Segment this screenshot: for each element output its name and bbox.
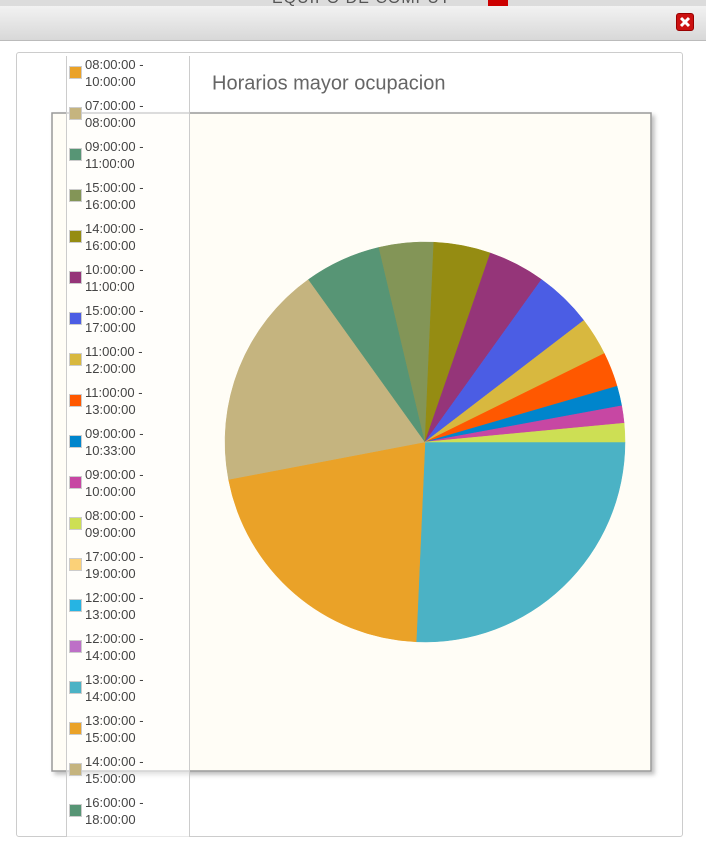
legend-entry: 09:00:00 - 10:00:00: [67, 466, 189, 507]
legend: 08:00:00 - 10:00:00 07:00:00 - 08:00:00 09…: [66, 56, 190, 837]
legend-entry: 11:00:00 - 13:00:00: [67, 384, 189, 425]
legend-swatch: [69, 722, 82, 735]
legend-label: 09:00:00 - 10:33:00: [85, 426, 144, 458]
legend-entry: 14:00:00 - 16:00:00: [67, 220, 189, 261]
legend-swatch: [69, 107, 82, 120]
legend-label: 11:00:00 - 12:00:00: [85, 344, 143, 376]
legend-swatch: [69, 435, 82, 448]
legend-entry: 09:00:00 - 11:00:00: [67, 138, 189, 179]
legend-entry: 11:00:00 - 12:00:00: [67, 343, 189, 384]
legend-swatch: [69, 517, 82, 530]
background-button: [488, 0, 508, 6]
legend-swatch: [69, 763, 82, 776]
legend-label: 07:00:00 - 08:00:00: [85, 98, 144, 130]
legend-label: 13:00:00 - 14:00:00: [85, 672, 144, 704]
legend-label: 12:00:00 - 13:00:00: [85, 590, 144, 622]
legend-swatch: [69, 640, 82, 653]
legend-entry: 14:00:00 - 15:00:00: [67, 753, 189, 794]
dialog-titlebar: [0, 6, 706, 41]
background-window: EQUIPO DE COMPUT: [0, 0, 706, 8]
legend-label: 16:00:00 - 18:00:00: [85, 795, 144, 827]
legend-entry: 08:00:00 - 10:00:00: [67, 56, 189, 97]
legend-entry: 17:00:00 - 19:00:00: [67, 548, 189, 589]
legend-swatch: [69, 353, 82, 366]
legend-label: 08:00:00 - 09:00:00: [85, 508, 144, 540]
legend-entry: 16:00:00 - 18:00:00: [67, 794, 189, 835]
close-icon: [679, 16, 691, 28]
legend-entry: 10:00:00 - 11:00:00: [67, 261, 189, 302]
background-text: EQUIPO DE COMPUT: [272, 0, 451, 8]
legend-label: 17:00:00 - 19:00:00: [85, 549, 144, 581]
legend-entry: 13:00:00 - 14:00:00: [67, 671, 189, 712]
pie-slice: [224, 279, 426, 480]
legend-entry: 15:00:00 - 17:00:00: [67, 302, 189, 343]
legend-label: 13:00:00 - 15:00:00: [85, 713, 144, 745]
legend-swatch: [69, 476, 82, 489]
legend-swatch: [69, 148, 82, 161]
legend-swatch: [69, 599, 82, 612]
legend-label: 09:00:00 - 10:00:00: [85, 467, 144, 499]
pie-slice: [424, 422, 626, 443]
legend-entry: 13:00:00 - 15:00:00: [67, 712, 189, 753]
legend-swatch: [69, 66, 82, 79]
legend-swatch: [69, 230, 82, 243]
legend-swatch: [69, 189, 82, 202]
legend-swatch: [69, 271, 82, 284]
legend-label: 08:00:00 - 10:00:00: [85, 57, 144, 89]
legend-swatch: [69, 558, 82, 571]
close-button[interactable]: [676, 13, 694, 31]
legend-label: 10:00:00 - 11:00:00: [85, 262, 144, 294]
legend-label: 14:00:00 - 16:00:00: [85, 221, 144, 253]
legend-swatch: [69, 681, 82, 694]
legend-label: 15:00:00 - 17:00:00: [85, 303, 144, 335]
legend-entry: 12:00:00 - 14:00:00: [67, 630, 189, 671]
legend-swatch: [69, 312, 82, 325]
legend-swatch: [69, 394, 82, 407]
pie-slice: [228, 441, 426, 643]
legend-entry: 07:00:00 - 08:00:00: [67, 97, 189, 138]
legend-label: 11:00:00 - 13:00:00: [85, 385, 143, 417]
legend-entry: 09:00:00 - 10:33:00: [67, 425, 189, 466]
pie-slice: [415, 441, 626, 643]
legend-label: 09:00:00 - 11:00:00: [85, 139, 144, 171]
legend-swatch: [69, 804, 82, 817]
legend-label: 15:00:00 - 16:00:00: [85, 180, 144, 212]
chart-title: Horarios mayor ocupacion: [212, 72, 445, 94]
legend-label: 12:00:00 - 14:00:00: [85, 631, 144, 663]
legend-entry: 08:00:00 - 09:00:00: [67, 507, 189, 548]
legend-entry: 15:00:00 - 16:00:00: [67, 179, 189, 220]
legend-entry: 12:00:00 - 13:00:00: [67, 589, 189, 630]
legend-label: 14:00:00 - 15:00:00: [85, 754, 144, 786]
